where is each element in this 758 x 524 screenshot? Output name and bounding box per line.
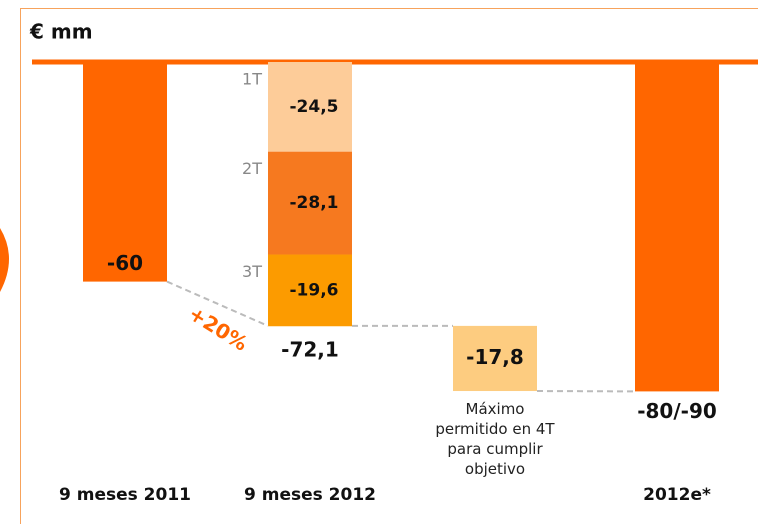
x-tick-label: 9 meses 2011 [59, 485, 191, 505]
segment-label: -24,5 [290, 97, 339, 117]
stack-segment [268, 62, 352, 152]
segment-name: 2T [242, 159, 262, 178]
bar [453, 325, 537, 392]
total-label: -72,1 [281, 337, 339, 361]
note: Máximo permitido en 4T para cumplir obje… [435, 400, 555, 479]
stack-segment [268, 254, 352, 327]
chart-title: € mm [29, 20, 93, 44]
frame [20, 8, 758, 524]
note-box: Máximo permitido en 4T para cumplir obje… [435, 400, 555, 479]
segment-name: 1T [242, 70, 262, 89]
x-tick-label: 2012e* [643, 485, 711, 505]
stack-segment [268, 151, 352, 255]
bar [635, 62, 719, 392]
value-label: -80/-90 [637, 399, 717, 423]
bar [83, 62, 167, 282]
segment-name: 3T [242, 262, 262, 281]
value-label: -17,8 [466, 345, 524, 369]
connector [166, 280, 269, 327]
annotation: +20% [185, 301, 253, 356]
edge-decoration [0, 228, 9, 292]
x-tick-label: 9 meses 2012 [244, 485, 376, 505]
segment-label: -19,6 [290, 280, 339, 300]
segment-label: -28,1 [290, 193, 339, 213]
value-label: -60 [107, 251, 143, 275]
